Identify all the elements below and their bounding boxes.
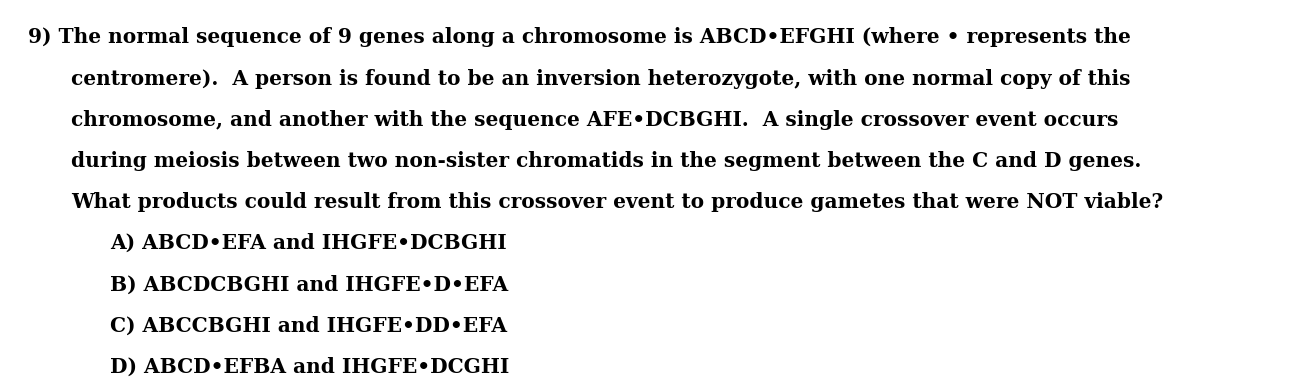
Text: chromosome, and another with the sequence AFE•DCBGHI.  A single crossover event : chromosome, and another with the sequenc… [71, 110, 1118, 130]
Text: 9) The normal sequence of 9 genes along a chromosome is ABCD•EFGHI (where • repr: 9) The normal sequence of 9 genes along … [28, 27, 1131, 47]
Text: B) ABCDCBGHI and IHGFE•D•EFA: B) ABCDCBGHI and IHGFE•D•EFA [110, 274, 508, 294]
Text: A) ABCD•EFA and IHGFE•DCBGHI: A) ABCD•EFA and IHGFE•DCBGHI [110, 233, 506, 253]
Text: D) ABCD•EFBA and IHGFE•DCGHI: D) ABCD•EFBA and IHGFE•DCGHI [110, 357, 508, 377]
Text: during meiosis between two non-sister chromatids in the segment between the C an: during meiosis between two non-sister ch… [71, 151, 1142, 171]
Text: C) ABCCBGHI and IHGFE•DD•EFA: C) ABCCBGHI and IHGFE•DD•EFA [110, 316, 507, 336]
Text: What products could result from this crossover event to produce gametes that wer: What products could result from this cro… [71, 192, 1164, 212]
Text: centromere).  A person is found to be an inversion heterozygote, with one normal: centromere). A person is found to be an … [71, 69, 1130, 89]
